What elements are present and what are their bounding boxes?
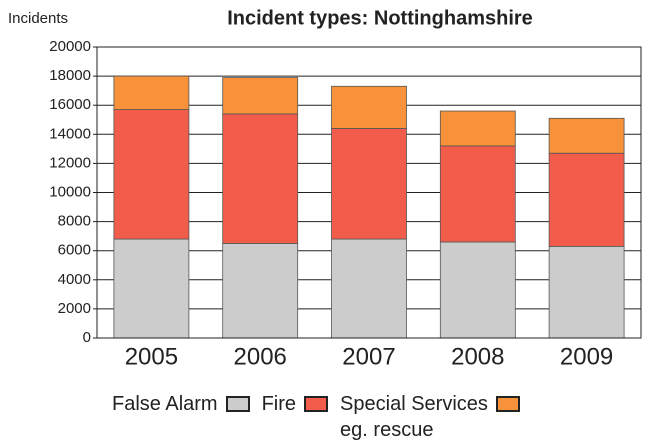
- y-tick-label: 10000: [49, 183, 91, 200]
- x-tick-label: 2008: [451, 343, 504, 370]
- x-tick-label: 2005: [125, 343, 178, 370]
- y-tick-label: 16000: [49, 96, 91, 113]
- y-tick-label: 2000: [58, 300, 91, 317]
- bar-segment: [222, 113, 299, 244]
- x-tick-label: 2009: [560, 343, 613, 370]
- bar-segment: [439, 241, 516, 339]
- legend-swatch: [495, 396, 520, 412]
- bar-segment: [439, 145, 516, 243]
- bar-segment: [331, 238, 407, 339]
- bar-segment: [113, 238, 190, 339]
- legend: False Alarm Fire Special Services eg. resc…: [112, 391, 520, 443]
- y-tick-label: 4000: [58, 271, 91, 288]
- legend-item: False Alarm: [112, 391, 250, 417]
- bar-segment: [113, 109, 190, 240]
- y-tick-label: 6000: [58, 242, 91, 259]
- legend-label: Fire: [261, 393, 297, 415]
- y-tick-label: 14000: [49, 125, 91, 142]
- legend-item: Fire: [261, 391, 329, 417]
- x-tick-label: 2007: [342, 343, 395, 370]
- bar-segment: [548, 117, 625, 154]
- bar-segment: [548, 152, 625, 247]
- y-axis-label: Incidents: [8, 10, 68, 27]
- y-tick-label: 12000: [49, 154, 91, 171]
- bar-segment: [439, 110, 516, 147]
- bar-segment: [331, 128, 407, 240]
- bar-segment: [548, 245, 625, 339]
- y-tick-label: 0: [83, 329, 91, 346]
- bar-segment: [222, 77, 299, 115]
- legend-item: Special Services eg. rescue: [340, 391, 520, 443]
- y-tick-label: 18000: [49, 67, 91, 84]
- bar-segment: [222, 243, 299, 339]
- legend-swatch: [304, 396, 329, 412]
- y-tick-label: 8000: [58, 213, 91, 230]
- bar-segment: [113, 75, 190, 110]
- legend-label: Special Services eg. rescue: [340, 393, 488, 441]
- y-tick-label: 20000: [49, 38, 91, 55]
- x-tick-label: 2006: [234, 343, 287, 370]
- chart-title: Incident types: Nottinghamshire: [227, 7, 533, 29]
- legend-label: False Alarm: [112, 393, 218, 415]
- bar-segment: [331, 85, 407, 129]
- legend-swatch: [225, 396, 250, 412]
- plot-border: [96, 46, 642, 339]
